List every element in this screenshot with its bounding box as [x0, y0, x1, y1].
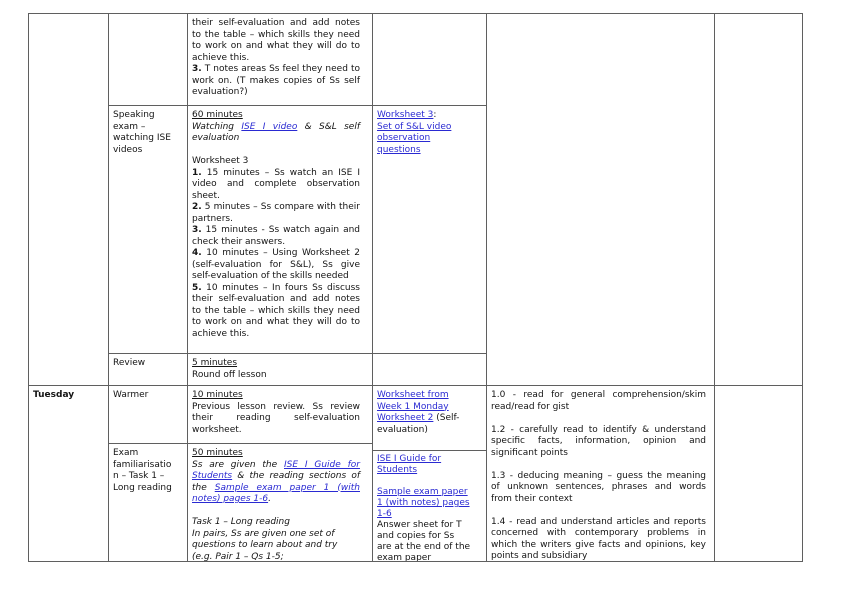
- cell-resources-speaking-exam: Worksheet 3: Set of S&L video observatio…: [372, 105, 486, 353]
- spacer: [377, 476, 471, 487]
- task-text: In pairs, Ss are given one set of questi…: [192, 528, 338, 562]
- objective-item: 1.2 - carefully read to identify & under…: [491, 424, 706, 458]
- duration-heading: 60 minutes: [192, 110, 243, 120]
- week1-worksheet2-link[interactable]: Worksheet from Week 1 Monday Worksheet 2: [377, 390, 449, 423]
- spacer: [192, 145, 360, 157]
- continuation-paragraph: their self-evaluation and add notes to t…: [192, 18, 360, 63]
- step-number: 5.: [192, 282, 202, 293]
- spacer: [192, 506, 360, 518]
- resource-line: Worksheet from Week 1 Monday Worksheet 2…: [377, 390, 471, 436]
- cell-notes-tuesday: [714, 385, 802, 561]
- cell-activity-speaking-exam: Speaking exam – watching ISE videos: [108, 105, 187, 353]
- spacer: [491, 459, 706, 471]
- lesson-intro: Ss are given the ISE I Guide for Student…: [192, 460, 360, 506]
- ise-video-link[interactable]: ISE I video: [241, 121, 298, 132]
- step-number: 4.: [192, 248, 202, 258]
- cell-details-warmer: 10 minutes Previous lesson review. Ss re…: [187, 385, 372, 443]
- step-number: 2.: [192, 202, 202, 212]
- worksheet3-link[interactable]: Worksheet 3: [377, 110, 434, 120]
- cell-activity-blank: [108, 13, 187, 105]
- sample-exam-paper-link[interactable]: Sample exam paper 1 (with notes) pages 1…: [192, 482, 360, 505]
- ise-guide-link[interactable]: ISE I Guide for Students: [192, 459, 360, 482]
- objective-item: 1.0 - read for general comprehension/ski…: [491, 390, 706, 412]
- cell-activity-exam-familiarisation: Exam familiarisation – Task 1 – Long rea…: [108, 443, 187, 561]
- continuation-step: 3. T notes areas Ss feel they need to wo…: [192, 64, 360, 99]
- sample-exam-paper-link[interactable]: Sample exam paper 1 (with notes) pages 1…: [377, 487, 470, 519]
- procedure-step: 2. 5 minutes – Ss compare with their par…: [192, 202, 360, 225]
- duration-heading: 10 minutes: [192, 390, 243, 400]
- procedure-step: 5. 10 minutes – In fours Ss discuss thei…: [192, 283, 360, 341]
- ise-guide-link[interactable]: ISE I Guide for Students: [377, 454, 442, 475]
- step-text: T notes areas Ss feel they need to work …: [192, 64, 360, 97]
- procedure-step: 4. 10 minutes – Using Worksheet 2 (self-…: [192, 248, 360, 283]
- cell-objectives-monday: [486, 13, 714, 385]
- cell-resources-blank-review: [372, 353, 486, 385]
- cell-details-speaking-exam: 60 minutes Watching ISE I video & S&L se…: [187, 105, 372, 353]
- activity-label: Warmer: [113, 390, 149, 400]
- step-text: 15 minutes – Ss watch an ISE I video and…: [192, 167, 360, 201]
- step-number: 3.: [192, 64, 202, 74]
- duration-heading: 5 minutes: [192, 358, 238, 368]
- resource-line: Sample exam paper 1 (with notes) pages 1…: [377, 487, 471, 520]
- resource-line: Set of S&L video observation questions: [377, 122, 471, 157]
- step-number: 1.: [192, 167, 202, 178]
- resource-line: Worksheet 3:: [377, 110, 471, 122]
- activity-label: Review: [113, 358, 146, 368]
- resource-note: (Self-evaluation): [377, 413, 460, 435]
- intro-text: Ss are given the: [192, 459, 284, 470]
- step-number: 3.: [192, 225, 202, 235]
- cell-resources-warmer: Worksheet from Week 1 Monday Worksheet 2…: [372, 385, 486, 450]
- cell-day-tuesday: Tuesday: [28, 385, 108, 561]
- video-observation-questions-link[interactable]: Set of S&L video observation questions: [377, 121, 452, 155]
- step-text: 10 minutes – In fours Ss discuss their s…: [192, 282, 360, 339]
- cell-objectives-tuesday: 1.0 - read for general comprehension/ski…: [486, 385, 714, 561]
- intro-text: Watching: [192, 121, 242, 132]
- cell-details-monday-continued: their self-evaluation and add notes to t…: [187, 13, 372, 105]
- table-bottom-border: [28, 561, 803, 562]
- cell-activity-review: Review: [108, 353, 187, 385]
- procedure-step: 1. 15 minutes – Ss watch an ISE I video …: [192, 168, 360, 203]
- cell-resources-exam-familiarisation: ISE I Guide for Students Sample exam pap…: [372, 450, 486, 561]
- warmer-text: Previous lesson review. Ss review their …: [192, 401, 360, 435]
- spacer: [491, 505, 706, 517]
- cell-day-monday-continued: [28, 13, 108, 385]
- cell-details-review: 5 minutes Round off lesson: [187, 353, 372, 385]
- resource-separator: :: [433, 110, 437, 120]
- cell-activity-warmer: Warmer: [108, 385, 187, 443]
- intro-text: & the reading sections of the: [192, 471, 360, 493]
- review-text: Round off lesson: [192, 369, 267, 380]
- objective-item: 1.4 - read and understand articles and r…: [491, 516, 706, 562]
- worksheet-heading: Worksheet 3: [192, 156, 249, 166]
- objective-item: 1.3 - deducing meaning – guess the meani…: [491, 470, 706, 504]
- table-right-border: [802, 13, 803, 562]
- spacer: [491, 413, 706, 425]
- lesson-intro: Watching ISE I video & S&L self evaluati…: [192, 122, 360, 145]
- intro-text: & S&L self evaluation: [192, 121, 360, 144]
- resource-note: Answer sheet for T and copies for Ss are…: [377, 520, 471, 561]
- task-title: Task 1 – Long reading: [192, 517, 290, 527]
- step-text: 10 minutes – Using Worksheet 2 (self-eva…: [192, 248, 360, 281]
- resource-line: ISE I Guide for Students: [377, 454, 471, 476]
- cell-resources-blank-top: [372, 13, 486, 105]
- intro-text: .: [268, 494, 271, 504]
- procedure-step: 3. 15 minutes - Ss watch again and check…: [192, 225, 360, 248]
- activity-label: Speaking exam – watching ISE videos: [113, 110, 171, 155]
- step-text: 15 minutes - Ss watch again and check th…: [192, 225, 360, 247]
- cell-details-exam-familiarisation: 50 minutes Ss are given the ISE I Guide …: [187, 443, 372, 561]
- activity-label: Exam familiarisation – Task 1 – Long rea…: [113, 448, 172, 493]
- step-text: 5 minutes – Ss compare with their partne…: [192, 202, 360, 224]
- duration-heading: 50 minutes: [192, 448, 243, 458]
- cell-notes-monday: [714, 13, 802, 385]
- day-label: Tuesday: [33, 390, 75, 400]
